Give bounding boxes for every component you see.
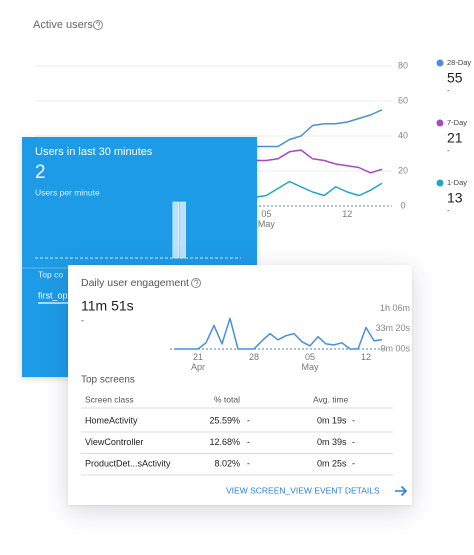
card-title: Daily user engagement bbox=[81, 277, 189, 289]
legend-dot bbox=[436, 119, 444, 127]
section-title: Top co bbox=[38, 269, 63, 279]
y-tick-label: 0 bbox=[400, 200, 405, 210]
x-tick-label: 28 bbox=[248, 352, 260, 362]
table-cell: 0m 39s bbox=[317, 437, 347, 447]
help-icon bbox=[191, 278, 201, 288]
table-cell: ViewController bbox=[85, 437, 143, 447]
table-cell: 12.68% bbox=[209, 437, 240, 447]
legend-dot bbox=[436, 59, 444, 67]
x-tick-label: 12 bbox=[342, 209, 353, 219]
legend-value: 55 bbox=[447, 70, 463, 86]
conversion-item[interactable]: first_op bbox=[38, 290, 68, 300]
y-tick-label: 0m 00s bbox=[380, 343, 410, 353]
legend-change: - bbox=[447, 86, 450, 95]
view-details-link[interactable]: VIEW SCREEN_VIEW EVENT DETAILS bbox=[226, 485, 408, 497]
table-cell: - bbox=[352, 458, 355, 468]
legend-name: 1-Day bbox=[447, 178, 467, 187]
y-tick-label: 33m 20s bbox=[375, 323, 410, 333]
card-title: Users in last 30 minutes bbox=[35, 146, 153, 158]
legend-dot bbox=[436, 179, 444, 187]
legend-change: - bbox=[447, 146, 450, 155]
table-cell: - bbox=[247, 458, 250, 468]
legend-name: 28-Day bbox=[447, 58, 471, 67]
y-tick-label: 20 bbox=[398, 165, 408, 175]
realtime-value: 2 bbox=[35, 162, 46, 183]
table-cell: - bbox=[247, 437, 250, 447]
data-line bbox=[174, 317, 383, 350]
table-cell: - bbox=[352, 437, 355, 447]
x-tick-label: 05 May bbox=[257, 209, 275, 229]
engagement-canvas: Daily user engagement 11m 51s - Top scre… bbox=[81, 277, 410, 497]
engagement-change: - bbox=[81, 315, 84, 325]
engagement-card: Daily user engagement 11m 51s - Top scre… bbox=[68, 265, 412, 505]
legend-value: 13 bbox=[447, 190, 463, 206]
table-cell: 0m 25s bbox=[317, 458, 347, 468]
engagement-value: 11m 51s bbox=[81, 298, 134, 314]
legend-value: 21 bbox=[447, 130, 463, 146]
help-icon bbox=[93, 20, 103, 30]
legend-name: 7-Day bbox=[447, 118, 467, 127]
table-cell: - bbox=[247, 415, 250, 425]
x-tick-label: 12 bbox=[360, 352, 372, 362]
table-cell: 8.02% bbox=[214, 458, 240, 468]
table-cell: 25.59% bbox=[209, 415, 240, 425]
column-header: Screen class bbox=[85, 394, 134, 404]
table-cell: - bbox=[352, 415, 355, 425]
bar bbox=[179, 201, 186, 259]
column-header: Avg. time bbox=[313, 394, 349, 404]
table-cell: HomeActivity bbox=[85, 415, 138, 425]
card-subtitle: Users per minute bbox=[35, 187, 100, 197]
column-header: % total bbox=[214, 394, 240, 404]
link-text[interactable]: VIEW SCREEN_VIEW EVENT DETAILS bbox=[226, 485, 380, 495]
section-title: Top screens bbox=[81, 375, 135, 386]
y-tick-label: 1h 06m bbox=[380, 303, 410, 313]
x-tick-label: 05 May bbox=[301, 352, 319, 372]
y-tick-label: 80 bbox=[398, 60, 408, 70]
legend-change: - bbox=[447, 206, 450, 215]
panel-title: Active users bbox=[33, 19, 93, 31]
table-cell: ProductDet...sActivity bbox=[85, 458, 171, 468]
y-tick-label: 40 bbox=[398, 130, 408, 140]
x-tick-label: 21 Apr bbox=[190, 352, 206, 372]
table-cell: 0m 19s bbox=[317, 415, 347, 425]
y-tick-label: 60 bbox=[398, 95, 408, 105]
link-arrow[interactable] bbox=[395, 485, 408, 497]
bar bbox=[172, 201, 179, 259]
